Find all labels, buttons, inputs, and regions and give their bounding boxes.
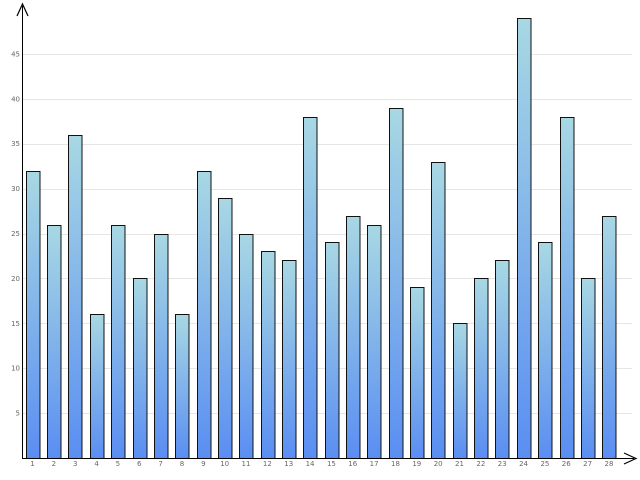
bar-1 (26, 171, 41, 459)
x-tick-label-24: 24 (519, 460, 528, 468)
x-tick-label-14: 14 (306, 460, 315, 468)
x-tick-label-4: 4 (94, 460, 99, 468)
x-tick-label-23: 23 (498, 460, 507, 468)
axes (16, 2, 638, 465)
x-tick-label-6: 6 (137, 460, 142, 468)
bars (26, 18, 617, 459)
bar-21 (453, 323, 468, 459)
x-tick-label-12: 12 (263, 460, 272, 468)
x-tick-label-11: 11 (242, 460, 251, 468)
bar-6 (133, 278, 148, 459)
bar-26 (560, 117, 575, 459)
bar-9 (197, 171, 212, 459)
x-axis-arrow-icon (623, 452, 638, 465)
x-tick-label-28: 28 (604, 460, 613, 468)
bar-15 (325, 242, 340, 459)
bar-7 (154, 234, 169, 459)
x-tick-label-13: 13 (284, 460, 293, 468)
bar-8 (175, 314, 190, 459)
x-tick-label-10: 10 (220, 460, 229, 468)
y-tick-label-25: 25 (11, 230, 20, 238)
bar-13 (282, 260, 297, 459)
bar-19 (410, 287, 425, 459)
bar-27 (581, 278, 596, 459)
bar-17 (367, 225, 382, 459)
bar-24 (517, 18, 532, 459)
x-tick-label-21: 21 (455, 460, 464, 468)
y-tick-label-20: 20 (11, 275, 20, 283)
bar-18 (389, 108, 404, 459)
bar-4 (90, 314, 105, 459)
x-tick-labels: 1 2 3 4 5 6 7 8 9 10 11 12 13 14 15 16 17 18 19 20 21 22 23 24 2… (30, 460, 613, 468)
x-tick-label-25: 25 (540, 460, 549, 468)
bar-25 (538, 242, 553, 459)
bar-10 (218, 198, 233, 459)
x-tick-label-15: 15 (327, 460, 336, 468)
x-tick-label-7: 7 (158, 460, 162, 468)
bar-28 (602, 216, 617, 459)
x-tick-label-27: 27 (583, 460, 592, 468)
x-tick-label-5: 5 (116, 460, 120, 468)
bar-2 (47, 225, 62, 459)
bar-12 (261, 251, 276, 459)
y-tick-label-5: 5 (16, 410, 20, 418)
bar-14 (303, 117, 318, 459)
bar-22 (474, 278, 489, 459)
x-tick-label-16: 16 (348, 460, 357, 468)
x-tick-label-22: 22 (476, 460, 485, 468)
x-tick-label-20: 20 (434, 460, 443, 468)
x-tick-label-9: 9 (201, 460, 205, 468)
y-tick-label-10: 10 (11, 365, 20, 373)
x-tick-label-8: 8 (180, 460, 184, 468)
x-tick-label-2: 2 (52, 460, 56, 468)
y-tick-label-45: 45 (11, 50, 20, 58)
y-tick-label-35: 35 (11, 140, 20, 148)
x-tick-label-17: 17 (370, 460, 379, 468)
y-tick-label-40: 40 (11, 95, 20, 103)
y-tick-labels: 5 10 15 20 25 30 35 40 45 (11, 50, 20, 417)
y-axis-arrow-icon (16, 2, 29, 17)
bar-23 (495, 260, 510, 459)
x-tick-label-18: 18 (391, 460, 400, 468)
x-tick-label-26: 26 (562, 460, 571, 468)
y-tick-label-15: 15 (11, 320, 20, 328)
bar-20 (431, 162, 446, 459)
x-tick-label-3: 3 (73, 460, 77, 468)
bar-11 (239, 234, 254, 459)
bar-16 (346, 216, 361, 459)
x-tick-label-1: 1 (30, 460, 34, 468)
bar-5 (111, 225, 126, 459)
x-tick-label-19: 19 (412, 460, 421, 468)
y-tick-label-30: 30 (11, 185, 20, 193)
bar-3 (68, 135, 83, 459)
